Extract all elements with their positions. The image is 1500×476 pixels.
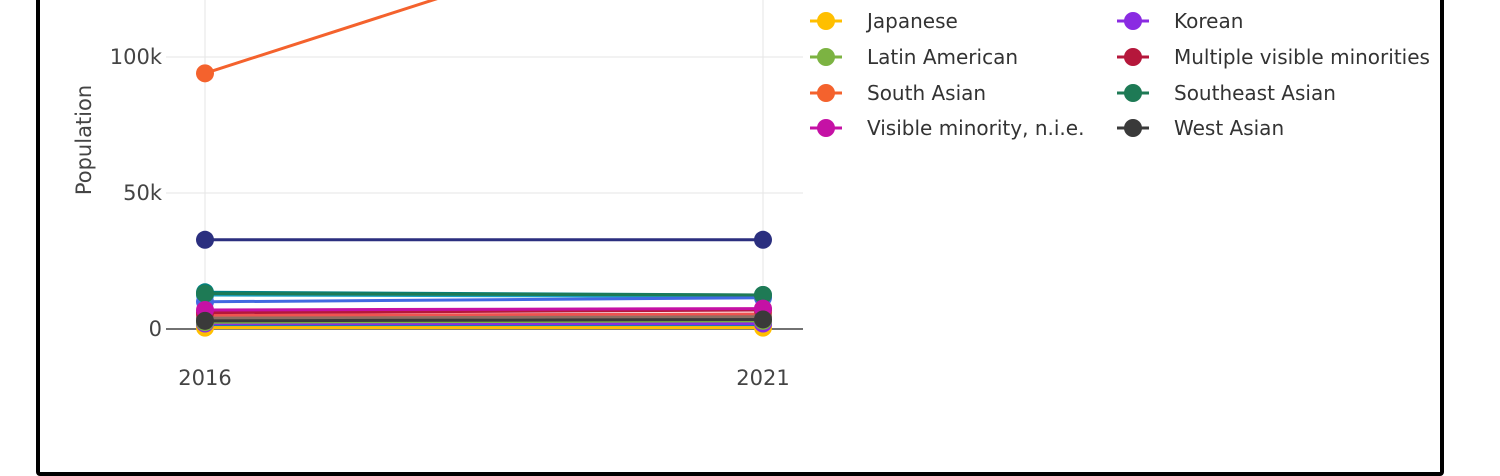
legend-label: Japanese [865,9,958,33]
series-line [204,0,438,75]
legend-label: South Asian [867,81,986,105]
x-tick-label: 2016 [178,366,231,390]
y-tick-label: 0 [149,317,162,341]
data-point[interactable] [754,286,772,304]
y-tick-label: 50k [123,181,163,205]
series-11 [196,0,438,83]
data-point[interactable] [196,230,214,249]
series-line [204,296,764,304]
legend-swatch-marker [817,84,835,102]
legend-swatch-marker [1124,12,1142,30]
legend-label: Korean [1174,9,1243,33]
legend-swatch-marker [817,12,835,30]
series-layer [196,0,772,337]
legend-label: West Asian [1174,116,1284,140]
chart-frame [36,0,1444,476]
data-point[interactable] [196,284,214,303]
series-line [204,292,764,297]
x-tick-label: 2021 [736,366,789,390]
legend-item[interactable]: Visible minority, n.i.e. [810,116,1084,140]
legend-swatch-marker [1124,119,1142,137]
data-point[interactable] [196,311,214,330]
data-point[interactable] [754,230,772,249]
data-point[interactable] [754,310,772,329]
series-line [204,307,764,312]
legend-swatch-marker [1124,48,1142,66]
series-line [204,308,764,315]
y-tick-label: 100k [110,45,163,69]
legend-label: Southeast Asian [1174,81,1336,105]
series-14 [196,310,772,330]
legend-item[interactable]: Korean [1117,9,1243,33]
legend-swatch-marker [1124,84,1142,102]
series-12 [196,284,772,304]
data-point[interactable] [196,64,214,83]
legend-item[interactable]: Japanese [810,9,958,33]
legend-item[interactable]: Southeast Asian [1117,81,1336,105]
legend-item[interactable]: South Asian [810,81,986,105]
legend-label: Visible minority, n.i.e. [867,116,1084,140]
legend-swatch-marker [817,119,835,137]
legend-swatch-marker [817,48,835,66]
series-1 [196,230,772,249]
legend-label: Latin American [867,45,1018,69]
grid-layer [166,0,803,329]
y-axis-title: Population [72,85,96,195]
axis-layer: 0 50k 100k 2016 2021 [110,45,803,390]
legend-item[interactable]: Latin American [810,45,1018,69]
legend-label: Multiple visible minorities [1174,45,1430,69]
series-line [204,317,764,323]
legend-item[interactable]: Multiple visible minorities [1117,45,1430,69]
series-line [204,315,764,320]
series-line [204,312,764,317]
legend-item[interactable]: West Asian [1117,116,1284,140]
legend: Japanese Korean Latin American Multiple vis… [810,9,1430,140]
